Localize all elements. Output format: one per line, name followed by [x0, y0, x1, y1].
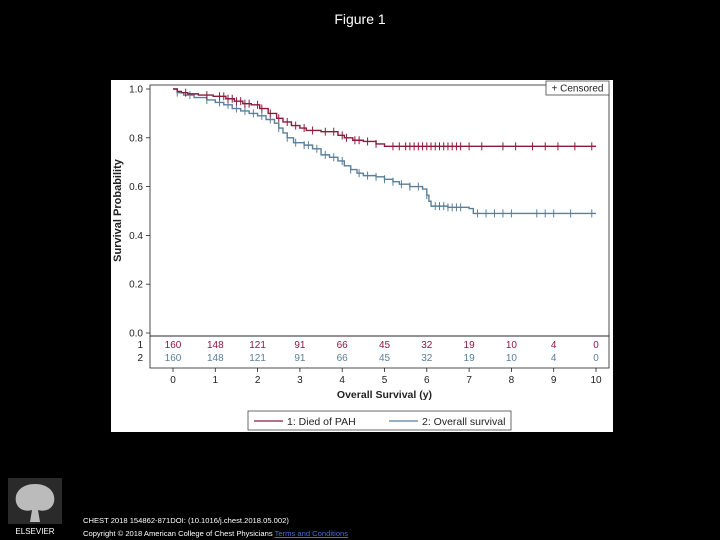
y-tick-label: 0.0: [129, 329, 143, 340]
risk-count: 121: [249, 340, 266, 351]
risk-row-label: 2: [137, 353, 143, 364]
risk-count: 19: [464, 353, 476, 364]
x-tick-label: 6: [424, 375, 430, 386]
risk-count: 19: [464, 340, 476, 351]
risk-count: 121: [249, 353, 266, 364]
series-legend-box: [247, 410, 512, 431]
risk-count: 66: [337, 340, 349, 351]
x-tick-label: 7: [466, 375, 472, 386]
risk-count: 32: [421, 353, 433, 364]
km-line-series-1: [173, 88, 596, 148]
x-tick-label: 3: [297, 375, 303, 386]
y-axis-label: Survival Probability: [112, 158, 124, 262]
citation-block: CHEST 2018 154862-871DOI: (10.1016/j.che…: [83, 514, 348, 540]
logo-wordmark: ELSEVIER: [15, 527, 54, 536]
risk-count: 91: [294, 340, 306, 351]
censored-legend-box: [545, 80, 610, 96]
chart-panel: 0.0 0.2 0.4 0.6 0.8 1.0 Survival Probability 0 1…: [111, 80, 613, 432]
tree-icon: [15, 484, 55, 522]
risk-table-frame: [149, 335, 610, 369]
x-tick-label: 0: [170, 375, 176, 386]
x-tick-label: 5: [382, 375, 388, 386]
legend-label-series-1: 1: Died of PAH: [287, 416, 356, 428]
citation-line: CHEST 2018 154862-871DOI: (10.1016/j.che…: [83, 516, 289, 525]
risk-count: 160: [165, 340, 182, 351]
censored-legend-label: + Censored: [552, 84, 604, 95]
risk-count: 10: [506, 340, 518, 351]
copyright-line: Copyright © 2018 American College of Che…: [83, 527, 348, 540]
risk-count: 10: [506, 353, 518, 364]
km-chart: 0.0 0.2 0.4 0.6 0.8 1.0 Survival Probability 0 1…: [112, 80, 610, 431]
risk-count: 148: [207, 353, 224, 364]
copyright-text: Copyright © 2018 American College of Che…: [83, 529, 273, 538]
risk-count: 148: [207, 340, 224, 351]
x-tick-label: 1: [213, 375, 219, 386]
y-tick-label: 1.0: [129, 85, 143, 96]
elsevier-logo: ELSEVIER: [8, 478, 62, 536]
legend-label-series-2: 2: Overall survival: [422, 416, 505, 428]
x-tick-label: 9: [551, 375, 557, 386]
risk-count: 4: [551, 353, 557, 364]
x-tick-label: 8: [509, 375, 515, 386]
risk-count: 0: [593, 353, 599, 364]
risk-row-label: 1: [137, 340, 143, 351]
risk-count: 160: [165, 353, 182, 364]
x-tick-label: 10: [590, 375, 602, 386]
terms-link[interactable]: Terms and Conditions: [274, 529, 349, 538]
x-axis-label: Overall Survival (y): [337, 389, 432, 401]
risk-count: 91: [294, 353, 306, 364]
x-tick-label: 2: [255, 375, 261, 386]
y-tick-label: 0.8: [129, 133, 143, 144]
risk-count: 0: [593, 340, 599, 351]
risk-count: 32: [421, 340, 433, 351]
plot-frame: [149, 84, 610, 337]
y-tick-label: 0.4: [129, 231, 143, 242]
figure-title: Figure 1: [334, 11, 386, 27]
risk-count: 4: [551, 340, 557, 351]
risk-count: 45: [379, 340, 391, 351]
risk-count: 45: [379, 353, 391, 364]
y-tick-label: 0.2: [129, 280, 143, 291]
risk-count: 66: [337, 353, 349, 364]
y-tick-label: 0.6: [129, 182, 143, 193]
x-tick-label: 4: [339, 375, 345, 386]
